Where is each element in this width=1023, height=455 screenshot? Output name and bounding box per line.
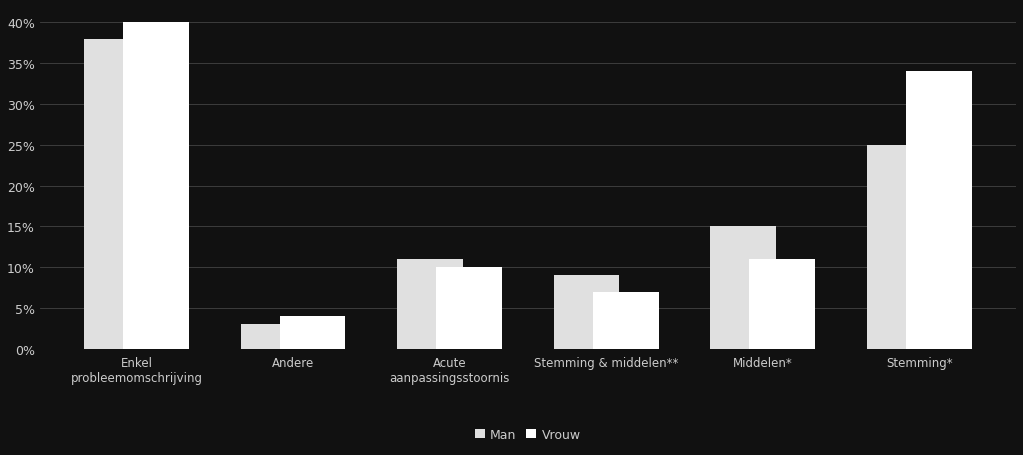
Bar [240, 325, 306, 349]
Bar [553, 276, 620, 349]
Bar [750, 259, 815, 349]
Bar [906, 72, 972, 349]
Bar [710, 227, 776, 349]
Bar [593, 292, 659, 349]
Bar [397, 259, 462, 349]
Bar [279, 317, 346, 349]
Bar [866, 146, 933, 349]
Legend: Man, Vrouw: Man, Vrouw [471, 423, 585, 445]
Bar [123, 23, 189, 349]
Bar [436, 268, 502, 349]
Bar [84, 40, 149, 349]
